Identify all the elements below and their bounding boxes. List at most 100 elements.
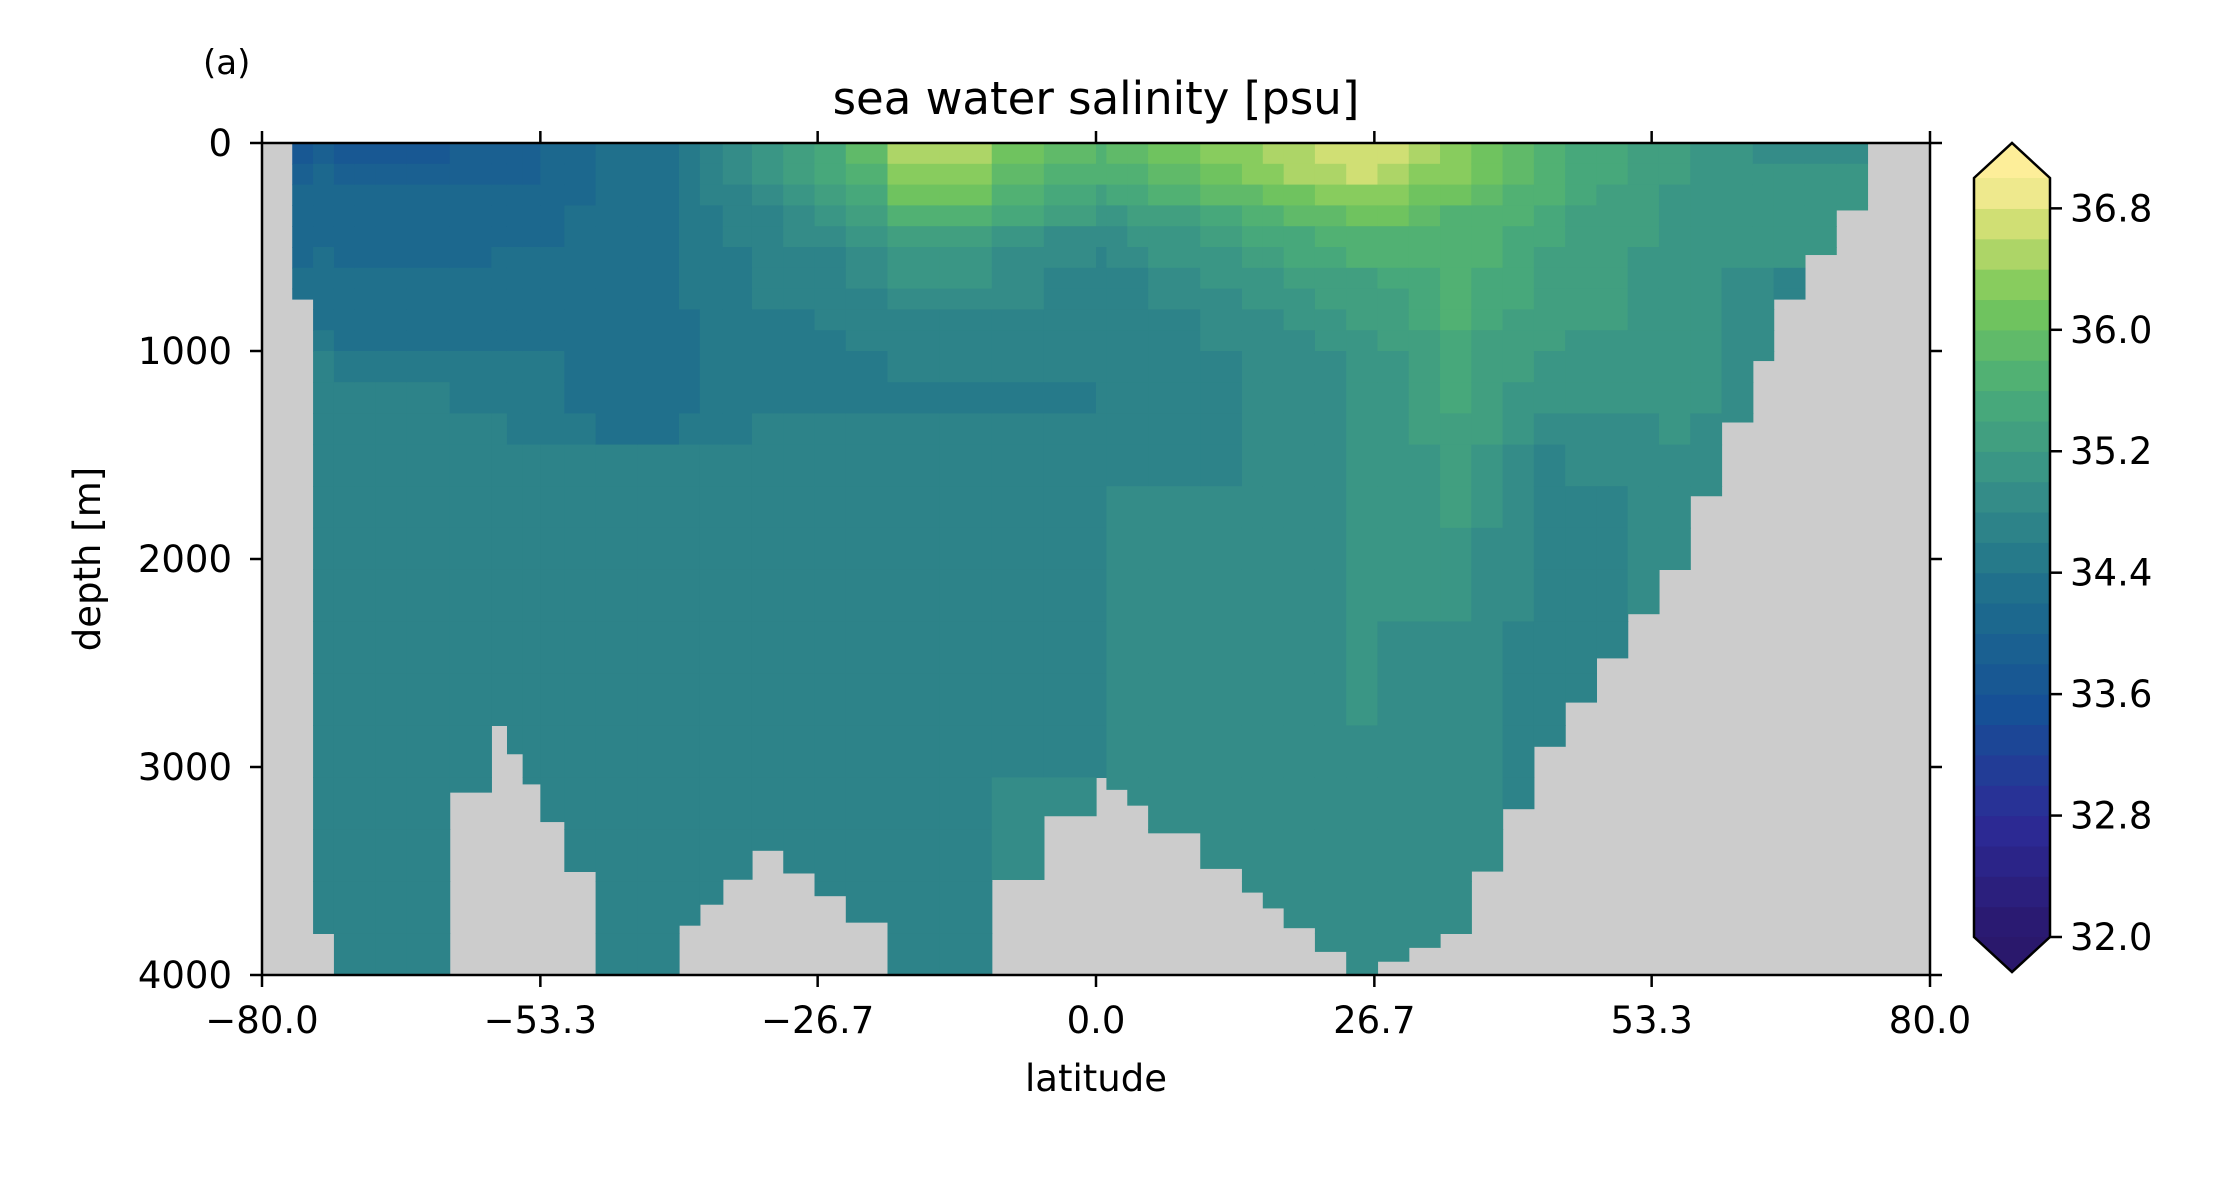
salinity-cell <box>699 205 724 227</box>
salinity-cell <box>354 527 377 570</box>
salinity-cell <box>1471 673 1504 726</box>
salinity-cell <box>564 143 597 165</box>
salinity-cell <box>354 933 377 976</box>
salinity-cell <box>1658 247 1691 269</box>
salinity-cell <box>1408 933 1441 948</box>
salinity-cell <box>1106 351 1128 383</box>
salinity-cell <box>1241 351 1264 383</box>
salinity-cell <box>751 309 784 331</box>
salinity-cell <box>595 267 638 290</box>
salinity-cell <box>887 777 941 830</box>
salinity-cell <box>751 226 784 248</box>
salinity-cell <box>783 486 816 529</box>
salinity-cell <box>1658 309 1691 331</box>
salinity-cell <box>1440 527 1472 570</box>
salinity-cell <box>1502 413 1535 446</box>
salinity-cell <box>540 205 565 227</box>
salinity-cell <box>564 267 597 290</box>
salinity-cell <box>1283 777 1316 830</box>
salinity-cell <box>1440 829 1472 882</box>
salinity-cell <box>1596 330 1629 352</box>
salinity-cell <box>722 163 753 186</box>
colorbar-tick-label: 34.4 <box>2070 552 2152 595</box>
y-tick-label: 2000 <box>138 538 232 581</box>
salinity-cell <box>1200 205 1243 227</box>
salinity-cell <box>1658 330 1691 352</box>
salinity-cell <box>1127 569 1149 622</box>
salinity-cell <box>1346 413 1379 446</box>
salinity-cell <box>1596 267 1629 290</box>
salinity-cell <box>506 569 524 622</box>
salinity-cell <box>1773 226 1806 248</box>
salinity-cell <box>679 309 701 331</box>
salinity-cell <box>1283 382 1316 414</box>
salinity-cell <box>506 309 524 331</box>
salinity-cell <box>1408 163 1441 186</box>
salinity-cell <box>1690 486 1723 497</box>
salinity-cell <box>1565 143 1598 165</box>
salinity-cell <box>991 226 1045 248</box>
salinity-cell <box>564 486 597 529</box>
salinity-cell <box>1627 247 1660 269</box>
salinity-cell <box>1241 486 1264 529</box>
x-tick-label: −26.7 <box>761 999 874 1042</box>
salinity-cell <box>1721 382 1754 414</box>
salinity-cell <box>1283 267 1316 290</box>
salinity-cell <box>449 267 492 290</box>
salinity-cell <box>292 226 314 248</box>
salinity-cell <box>751 382 784 414</box>
salinity-cell <box>375 933 408 976</box>
salinity-cell <box>722 569 753 622</box>
salinity-cell <box>1096 330 1108 352</box>
salinity-cell <box>1346 288 1379 310</box>
salinity-cell <box>751 288 784 310</box>
salinity-cell <box>1408 382 1441 414</box>
salinity-cell <box>540 569 565 622</box>
salinity-cell <box>1096 247 1108 269</box>
salinity-cell <box>1148 143 1201 165</box>
salinity-cell <box>491 330 508 352</box>
salinity-cell <box>1314 205 1347 227</box>
salinity-cell <box>637 247 680 269</box>
salinity-cell <box>1377 527 1410 570</box>
salinity-cell <box>939 673 993 726</box>
salinity-cell <box>1262 621 1285 674</box>
salinity-cell <box>679 673 701 726</box>
salinity-cell <box>375 163 408 186</box>
salinity-cell <box>1148 288 1201 310</box>
salinity-cell <box>1283 247 1316 269</box>
salinity-cell <box>845 330 889 352</box>
salinity-cell <box>679 527 701 570</box>
salinity-cell <box>1721 226 1754 248</box>
salinity-cell <box>1627 382 1660 414</box>
salinity-cell <box>1262 351 1285 383</box>
salinity-cell <box>1690 288 1723 310</box>
salinity-cell <box>1262 413 1285 446</box>
salinity-cell <box>1752 330 1775 352</box>
salinity-cell <box>333 673 356 726</box>
salinity-cell <box>814 444 847 487</box>
salinity-cell <box>1596 486 1629 529</box>
salinity-cell <box>1471 288 1504 310</box>
salinity-cell <box>722 309 753 331</box>
salinity-cell <box>637 351 680 383</box>
salinity-cell <box>1106 569 1128 622</box>
salinity-cell <box>887 486 941 529</box>
salinity-cell <box>595 621 638 674</box>
salinity-cell <box>313 184 335 206</box>
salinity-cell <box>1471 829 1504 872</box>
salinity-cell <box>1314 725 1347 778</box>
salinity-cell <box>1502 673 1535 726</box>
salinity-cell <box>637 413 680 446</box>
salinity-cell <box>699 226 724 248</box>
salinity-cell <box>722 621 753 674</box>
salinity-cell <box>1440 486 1472 529</box>
salinity-cell <box>1627 143 1660 165</box>
salinity-cell <box>939 444 993 487</box>
salinity-cell <box>1377 725 1410 778</box>
salinity-cell <box>1346 163 1379 186</box>
salinity-cell <box>679 288 701 310</box>
salinity-cell <box>991 527 1045 570</box>
salinity-cell <box>564 621 597 674</box>
salinity-cell <box>506 330 524 352</box>
